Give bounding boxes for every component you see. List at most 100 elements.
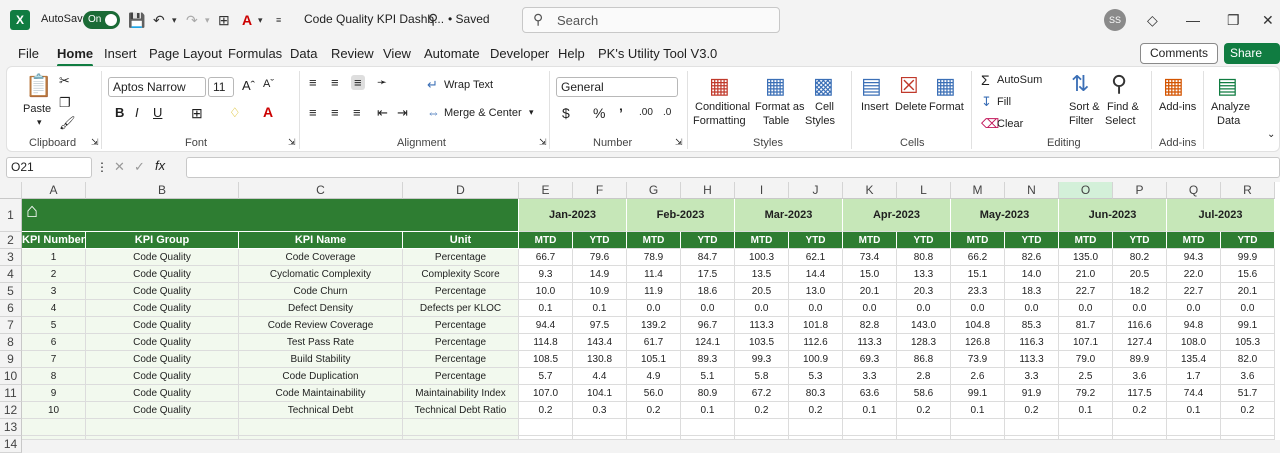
cell-label[interactable]: Cell [815, 101, 834, 113]
value-cell[interactable]: 96.7 [681, 317, 735, 334]
menu-pk-utility[interactable]: PK's Utility Tool V3.0 [598, 46, 718, 61]
column-header-p[interactable]: P [1113, 182, 1167, 199]
kpi-name-cell[interactable]: Cyclomatic Complexity [239, 266, 403, 283]
empty-cell[interactable] [897, 436, 951, 440]
value-cell[interactable]: 73.4 [843, 249, 897, 266]
row-header-13[interactable]: 13 [0, 419, 22, 436]
empty-cell[interactable] [735, 436, 789, 440]
value-cell[interactable]: 3.3 [1005, 368, 1059, 385]
value-cell[interactable]: 0.1 [843, 402, 897, 419]
empty-cell[interactable] [789, 419, 843, 436]
value-cell[interactable]: 80.3 [789, 385, 843, 402]
comments-button[interactable]: Comments [1140, 43, 1218, 64]
value-cell[interactable]: 69.3 [843, 351, 897, 368]
menu-file[interactable]: File [18, 46, 39, 61]
empty-cell[interactable] [951, 419, 1005, 436]
value-cell[interactable]: 18.2 [1113, 283, 1167, 300]
value-cell[interactable]: 0.0 [627, 300, 681, 317]
align-right-icon[interactable]: ≡ [353, 105, 361, 120]
value-cell[interactable]: 0.2 [897, 402, 951, 419]
font-launcher-icon[interactable]: ⇲ [288, 137, 296, 147]
conditional-label[interactable]: Conditional [695, 101, 751, 113]
value-cell[interactable]: 0.2 [1113, 402, 1167, 419]
value-cell[interactable]: 101.8 [789, 317, 843, 334]
decrease-font-icon[interactable]: Aˇ [263, 78, 274, 90]
value-cell[interactable]: 0.2 [519, 402, 573, 419]
column-header-j[interactable]: J [789, 182, 843, 199]
kpi-number-cell[interactable]: 10 [22, 402, 86, 419]
value-cell[interactable]: 107.1 [1059, 334, 1113, 351]
empty-cell[interactable] [627, 419, 681, 436]
kpi-name-cell[interactable]: Code Churn [239, 283, 403, 300]
delete-button-label[interactable]: Delete [895, 101, 927, 113]
kpi-number-cell[interactable]: 1 [22, 249, 86, 266]
empty-cell[interactable] [735, 419, 789, 436]
restore-icon[interactable]: ❐ [1227, 12, 1240, 28]
column-header-n[interactable]: N [1005, 182, 1059, 199]
format-as-table-icon[interactable]: ▦ [765, 73, 786, 98]
value-cell[interactable]: 94.4 [519, 317, 573, 334]
table-label[interactable]: Table [763, 115, 790, 127]
value-cell[interactable]: 80.9 [681, 385, 735, 402]
value-cell[interactable]: 3.3 [843, 368, 897, 385]
menu-data[interactable]: Data [290, 46, 318, 61]
empty-cell[interactable] [1059, 419, 1113, 436]
value-cell[interactable]: 113.3 [843, 334, 897, 351]
value-cell[interactable]: 20.1 [1221, 283, 1275, 300]
kpi-number-cell[interactable]: 5 [22, 317, 86, 334]
align-bottom-icon[interactable]: ≡ [351, 75, 365, 90]
formatting-label[interactable]: Formatting [693, 115, 746, 127]
decrease-indent-icon[interactable]: ⇤ [377, 105, 388, 120]
kpi-unit-cell[interactable]: Percentage [403, 351, 519, 368]
empty-cell[interactable] [1167, 436, 1221, 440]
share-person-icon[interactable]: ⚲ [428, 11, 439, 27]
value-cell[interactable]: 0.2 [789, 402, 843, 419]
row-header-3[interactable]: 3 [0, 249, 22, 266]
value-cell[interactable]: 2.8 [897, 368, 951, 385]
merge-dropdown-icon[interactable]: ▾ [529, 107, 534, 117]
kpi-group-cell[interactable]: Code Quality [86, 385, 239, 402]
row-header-1[interactable]: 1 [0, 199, 22, 232]
value-cell[interactable]: 79.0 [1059, 351, 1113, 368]
empty-cell[interactable] [1221, 436, 1275, 440]
value-cell[interactable]: 116.6 [1113, 317, 1167, 334]
row-header-10[interactable]: 10 [0, 368, 22, 385]
kpi-unit-cell[interactable]: Defects per KLOC [403, 300, 519, 317]
kpi-name-cell[interactable]: Build Stability [239, 351, 403, 368]
empty-cell[interactable] [86, 419, 239, 436]
kpi-number-cell[interactable]: 3 [22, 283, 86, 300]
menu-page-layout[interactable]: Page Layout [149, 46, 223, 61]
value-cell[interactable]: 0.2 [1005, 402, 1059, 419]
value-cell[interactable]: 66.7 [519, 249, 573, 266]
formula-input[interactable] [186, 157, 1280, 178]
empty-cell[interactable] [897, 419, 951, 436]
autosum-icon[interactable]: Σ [981, 72, 990, 88]
insert-cells-icon[interactable]: ▤ [861, 73, 882, 98]
select-label[interactable]: Select [1105, 115, 1136, 127]
value-cell[interactable]: 15.6 [1221, 266, 1275, 283]
value-cell[interactable]: 0.0 [735, 300, 789, 317]
value-cell[interactable]: 84.7 [681, 249, 735, 266]
value-cell[interactable]: 22.7 [1167, 283, 1221, 300]
format-cells-icon[interactable]: ▦ [935, 73, 956, 98]
bold-icon[interactable]: B [115, 105, 125, 120]
undo-icon[interactable]: ↶ [153, 12, 165, 28]
empty-cell[interactable] [519, 436, 573, 440]
font-name-select[interactable]: Aptos Narrow [108, 77, 206, 97]
row-header-5[interactable]: 5 [0, 283, 22, 300]
value-cell[interactable]: 94.8 [1167, 317, 1221, 334]
redo-dropdown-icon[interactable]: ▾ [205, 15, 210, 25]
customize-toolbar-icon[interactable]: ≡ [276, 15, 282, 25]
value-cell[interactable]: 9.3 [519, 266, 573, 283]
kpi-number-cell[interactable]: 8 [22, 368, 86, 385]
value-cell[interactable]: 66.2 [951, 249, 1005, 266]
conditional-formatting-icon[interactable]: ▦ [709, 73, 730, 98]
value-cell[interactable]: 103.5 [735, 334, 789, 351]
value-cell[interactable]: 80.8 [897, 249, 951, 266]
home-icon[interactable]: ⌂ [26, 200, 39, 222]
column-header-e[interactable]: E [519, 182, 573, 199]
sort-label[interactable]: Sort & [1069, 101, 1100, 113]
menu-help[interactable]: Help [558, 46, 585, 61]
increase-indent-icon[interactable]: ⇥ [397, 105, 408, 120]
value-cell[interactable]: 100.9 [789, 351, 843, 368]
